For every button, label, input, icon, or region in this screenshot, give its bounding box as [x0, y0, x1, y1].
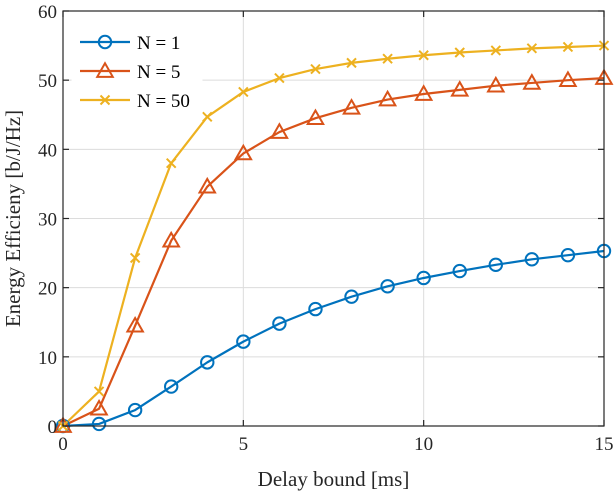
x-tick-label: 15	[595, 434, 614, 455]
data-point-1	[524, 252, 540, 267]
data-point-2	[89, 398, 109, 416]
y-tick-label: 20	[38, 279, 57, 300]
data-point-1	[127, 402, 143, 418]
x-axis-label: Delay bound [ms]	[258, 467, 410, 491]
y-tick-label: 40	[38, 140, 57, 161]
data-point-2	[233, 143, 253, 161]
data-point-3	[490, 45, 502, 56]
x-tick-label: 0	[58, 434, 68, 455]
data-point-3	[129, 252, 141, 264]
data-point-2	[378, 89, 398, 107]
legend-marker	[99, 94, 111, 106]
data-point-3	[93, 386, 105, 397]
data-point-3	[418, 50, 429, 61]
data-point-1	[488, 257, 503, 273]
data-point-2	[305, 108, 325, 126]
legend-marker	[95, 61, 115, 78]
data-point-3	[238, 86, 249, 98]
data-point-1	[164, 379, 179, 394]
series-markers	[53, 40, 614, 434]
series-line-3	[62, 44, 605, 427]
data-point-3	[382, 53, 393, 64]
axis-ticks	[62, 10, 605, 427]
data-point-2	[342, 98, 362, 115]
data-point-1	[91, 416, 107, 432]
data-point-2	[486, 75, 506, 93]
y-tick-label: 60	[38, 2, 57, 23]
legend: N = 1 N = 5 N = 50	[71, 21, 203, 119]
y-tick-label: 50	[38, 71, 57, 92]
data-point-2	[269, 122, 289, 139]
data-point-1	[416, 270, 431, 286]
data-point-3	[562, 41, 574, 53]
data-point-3	[526, 43, 538, 54]
data-point-2	[197, 176, 217, 194]
data-point-2	[161, 230, 181, 248]
data-point-1	[452, 263, 467, 279]
y-tick-label: 10	[38, 348, 57, 369]
data-point-3	[165, 157, 177, 169]
data-point-2	[522, 73, 542, 90]
data-point-2	[558, 70, 578, 87]
axis-tick-labels: 0 5 10 15 0 10 20 30 40 50 60	[38, 2, 614, 455]
data-point-3	[310, 63, 321, 75]
data-point-1	[308, 301, 323, 317]
y-tick-label: 0	[48, 417, 58, 438]
legend-label: N = 1	[137, 33, 180, 54]
data-point-3	[202, 111, 213, 123]
data-point-2	[450, 80, 470, 97]
data-point-1	[344, 289, 359, 304]
legend-marker	[97, 34, 113, 50]
data-point-2	[125, 315, 145, 333]
data-point-1	[560, 247, 576, 263]
data-point-2	[53, 416, 73, 433]
data-point-1	[236, 334, 251, 349]
series-line-2	[62, 76, 605, 427]
x-tick-label: 5	[239, 434, 249, 455]
data-point-1	[380, 279, 395, 294]
data-point-1	[200, 355, 215, 370]
y-axis-label: Energy Efficieny [b/J/Hz]	[1, 110, 25, 327]
series-line-1	[62, 249, 605, 428]
x-tick-label: 10	[414, 434, 433, 455]
y-tick-label: 30	[38, 210, 57, 231]
legend-label: N = 5	[137, 62, 180, 83]
legend-label: N = 50	[137, 91, 190, 112]
data-point-3	[454, 47, 465, 58]
data-point-3	[274, 72, 285, 84]
series-lines	[62, 44, 605, 428]
data-point-2	[414, 84, 434, 101]
data-point-3	[346, 57, 357, 69]
data-point-1	[272, 316, 287, 331]
